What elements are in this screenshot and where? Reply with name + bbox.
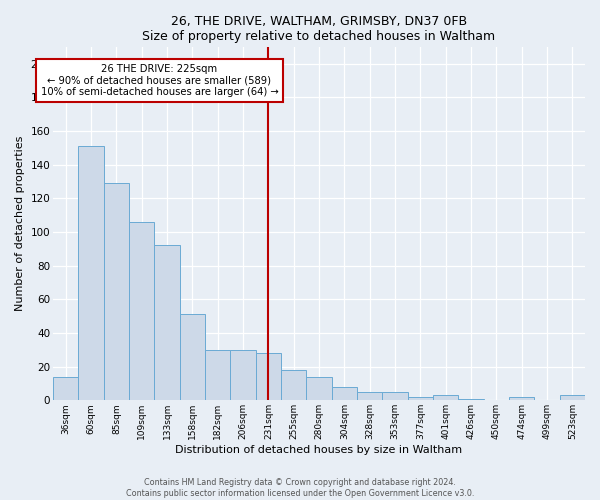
Bar: [307, 376, 332, 400]
Bar: [433, 395, 458, 400]
Bar: [53, 376, 79, 400]
Text: 26 THE DRIVE: 225sqm
← 90% of detached houses are smaller (589)
10% of semi-deta: 26 THE DRIVE: 225sqm ← 90% of detached h…: [41, 64, 278, 97]
Bar: [509, 397, 535, 400]
Bar: [382, 392, 407, 400]
Bar: [458, 398, 484, 400]
Bar: [256, 353, 281, 401]
Bar: [129, 222, 154, 400]
Bar: [357, 392, 382, 400]
X-axis label: Distribution of detached houses by size in Waltham: Distribution of detached houses by size …: [175, 445, 463, 455]
Title: 26, THE DRIVE, WALTHAM, GRIMSBY, DN37 0FB
Size of property relative to detached : 26, THE DRIVE, WALTHAM, GRIMSBY, DN37 0F…: [142, 15, 496, 43]
Bar: [407, 397, 433, 400]
Bar: [205, 350, 230, 401]
Bar: [180, 314, 205, 400]
Bar: [230, 350, 256, 401]
Bar: [79, 146, 104, 401]
Bar: [154, 246, 180, 400]
Text: Contains HM Land Registry data © Crown copyright and database right 2024.
Contai: Contains HM Land Registry data © Crown c…: [126, 478, 474, 498]
Bar: [332, 387, 357, 400]
Bar: [104, 183, 129, 400]
Bar: [281, 370, 307, 400]
Bar: [560, 395, 585, 400]
Y-axis label: Number of detached properties: Number of detached properties: [15, 136, 25, 312]
